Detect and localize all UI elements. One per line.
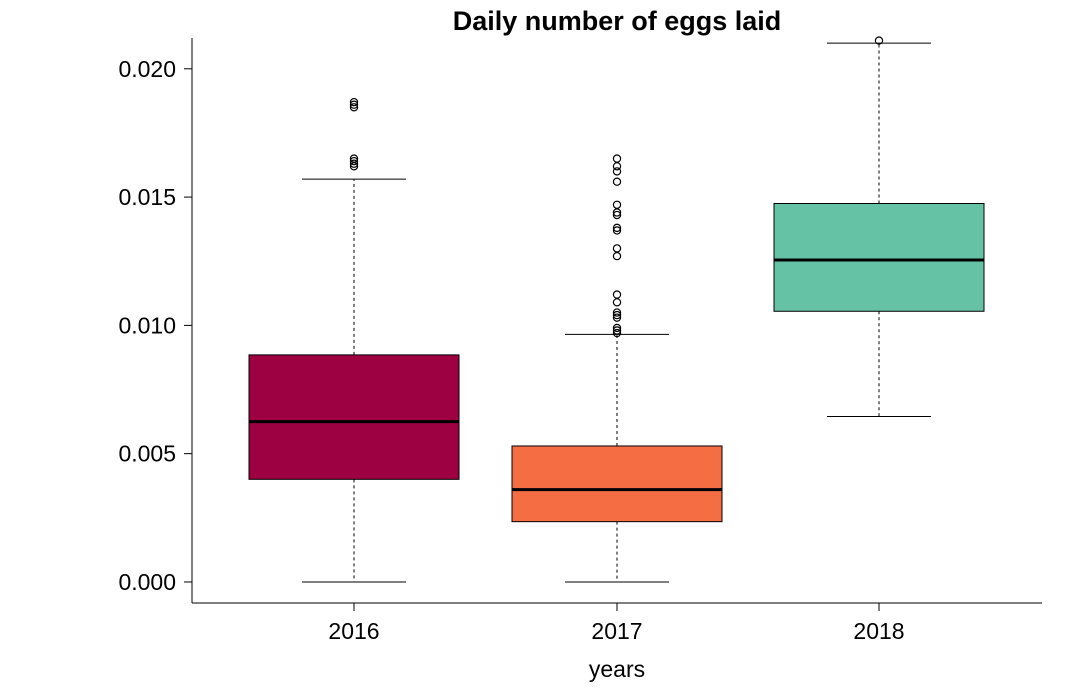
box-2016 xyxy=(248,97,460,583)
iqr-box xyxy=(248,354,460,480)
outlier-point xyxy=(349,100,359,109)
outlier-point xyxy=(349,156,359,166)
outlier-point xyxy=(612,290,622,299)
y-axis: 0.000 0.005 0.010 0.015 0.020 xyxy=(118,38,193,603)
box-series xyxy=(248,36,985,583)
box-2017 xyxy=(511,154,723,583)
x-tick-label: 2016 xyxy=(328,618,379,644)
y-tick-label: 0.000 xyxy=(118,569,176,595)
outlier-point xyxy=(874,36,884,45)
outlier-point xyxy=(612,162,622,171)
x-tick-label: 2017 xyxy=(591,618,642,644)
outlier-point xyxy=(612,310,622,320)
x-axis: 2016 2017 2018 xyxy=(192,602,1042,644)
outlier-point xyxy=(612,223,622,233)
outlier-point xyxy=(612,167,622,176)
outlier-point xyxy=(612,200,622,209)
box-2018 xyxy=(773,36,985,417)
outlier-point xyxy=(612,154,622,163)
outlier-point xyxy=(612,323,622,333)
outlier-point xyxy=(612,313,622,322)
iqr-box xyxy=(511,445,723,523)
y-tick-label: 0.010 xyxy=(118,312,176,338)
y-tick-label: 0.020 xyxy=(118,56,176,82)
outlier-point xyxy=(612,308,622,317)
outlier-point xyxy=(349,154,359,163)
iqr-box xyxy=(773,202,985,312)
x-axis-title: years xyxy=(589,656,645,682)
outlier-point xyxy=(612,244,622,253)
chart-title: Daily number of eggs laid xyxy=(453,6,782,36)
outlier-point xyxy=(612,328,622,338)
outlier-point xyxy=(349,159,359,168)
outlier-point xyxy=(612,326,622,335)
outlier-point xyxy=(612,177,622,186)
outlier-point xyxy=(612,226,622,235)
outlier-point xyxy=(612,210,622,220)
outlier-point xyxy=(612,298,622,307)
outlier-point xyxy=(349,103,359,112)
x-tick-label: 2018 xyxy=(853,618,904,644)
y-tick-label: 0.005 xyxy=(118,441,176,467)
outlier-point xyxy=(612,251,622,261)
outlier-point xyxy=(349,97,359,107)
y-tick-label: 0.015 xyxy=(118,184,176,210)
